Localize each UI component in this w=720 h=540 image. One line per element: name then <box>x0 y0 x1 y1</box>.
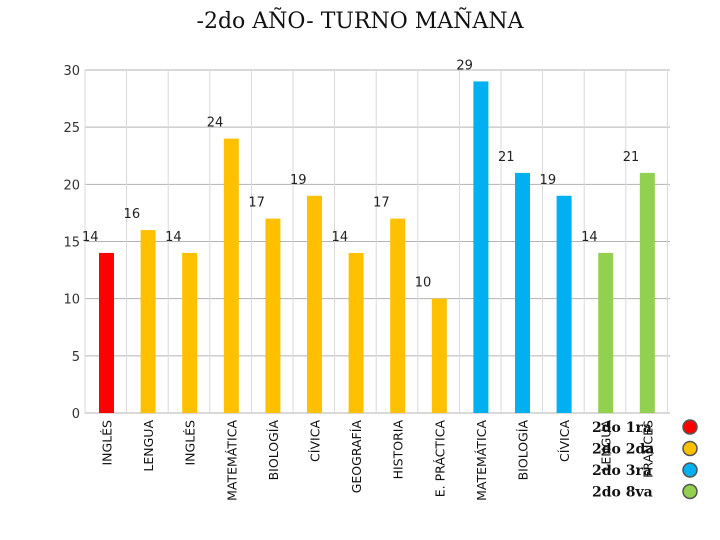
category-label: INGLÉS <box>100 420 115 466</box>
legend-label: 2do 3ra <box>592 463 652 479</box>
legend-marker <box>682 462 698 478</box>
bar <box>598 252 614 413</box>
data-label: 10 <box>415 276 432 291</box>
bar <box>639 172 655 413</box>
bar <box>99 252 114 413</box>
data-label: 14 <box>581 230 598 245</box>
bar <box>515 172 530 413</box>
bar <box>431 298 447 413</box>
legend-marker <box>682 419 698 435</box>
bar <box>140 230 156 413</box>
bar <box>223 138 239 413</box>
bars <box>99 81 655 413</box>
y-tick-label: 30 <box>63 64 80 79</box>
data-label: 21 <box>623 150 640 165</box>
category-label: LENGUA <box>141 420 156 472</box>
legend-label: 2do 1ra <box>592 420 652 436</box>
data-label: 24 <box>207 116 224 131</box>
legend-label: 2do 8va <box>592 485 653 501</box>
bar <box>390 218 406 413</box>
y-tick-label: 20 <box>63 178 80 193</box>
category-label: BIOLOGÍA <box>266 420 281 481</box>
y-tick-label: 15 <box>63 236 80 251</box>
category-labels: INGLÉS LENGUA INGLÉS MATEMÁTICA BIOLOGÍA CÍVI… <box>100 420 656 501</box>
category-label: INGLÉS <box>183 420 198 466</box>
legend-marker <box>682 483 698 500</box>
category-label: CÍVICA <box>308 420 323 462</box>
bar <box>265 218 281 413</box>
y-tick-label: 25 <box>63 121 80 136</box>
category-label: BIOLOGÍA <box>516 420 531 481</box>
data-label: 19 <box>540 173 557 188</box>
bar <box>182 252 198 413</box>
category-label: MATEMÁTICA <box>224 420 239 501</box>
data-labels: 14 16 14 24 17 19 14 17 10 29 21 19 14 21 <box>82 58 639 290</box>
data-label: 14 <box>332 230 349 245</box>
y-tick-label: 10 <box>63 293 80 308</box>
category-label: HISTORIA <box>391 420 406 480</box>
chart-title: -2do AÑO- TURNO MAÑANA <box>197 6 525 34</box>
y-tick-label: 5 <box>72 350 80 365</box>
category-label: E. PRÁCTICA <box>432 420 447 498</box>
legend-label: 2do 2da <box>592 442 654 458</box>
category-label: FRANCÉS <box>640 420 655 478</box>
bar <box>556 195 572 413</box>
data-label: 14 <box>82 230 99 245</box>
data-label: 17 <box>248 196 265 211</box>
data-label: 17 <box>373 196 390 211</box>
legend-marker <box>682 440 698 457</box>
category-label: LENGUA <box>599 420 614 472</box>
category-label: CÍVICA <box>557 420 572 462</box>
bar <box>307 195 322 413</box>
category-label: MATEMÁTICA <box>474 420 489 501</box>
category-label: GEOGRAFÍA <box>349 420 364 494</box>
data-label: 29 <box>456 58 473 73</box>
legend: 2do 1ra 2do 2da 2do 3ra 2do 8va <box>592 419 698 501</box>
bar <box>473 81 489 413</box>
bar <box>348 252 364 413</box>
data-label: 16 <box>124 207 141 222</box>
data-label: 21 <box>498 150 515 165</box>
data-label: 19 <box>290 173 307 188</box>
y-tick-label: 0 <box>72 407 80 422</box>
gridlines <box>84 69 670 414</box>
y-tick-labels: 0 5 10 15 20 25 30 <box>63 64 80 422</box>
data-label: 14 <box>165 230 182 245</box>
